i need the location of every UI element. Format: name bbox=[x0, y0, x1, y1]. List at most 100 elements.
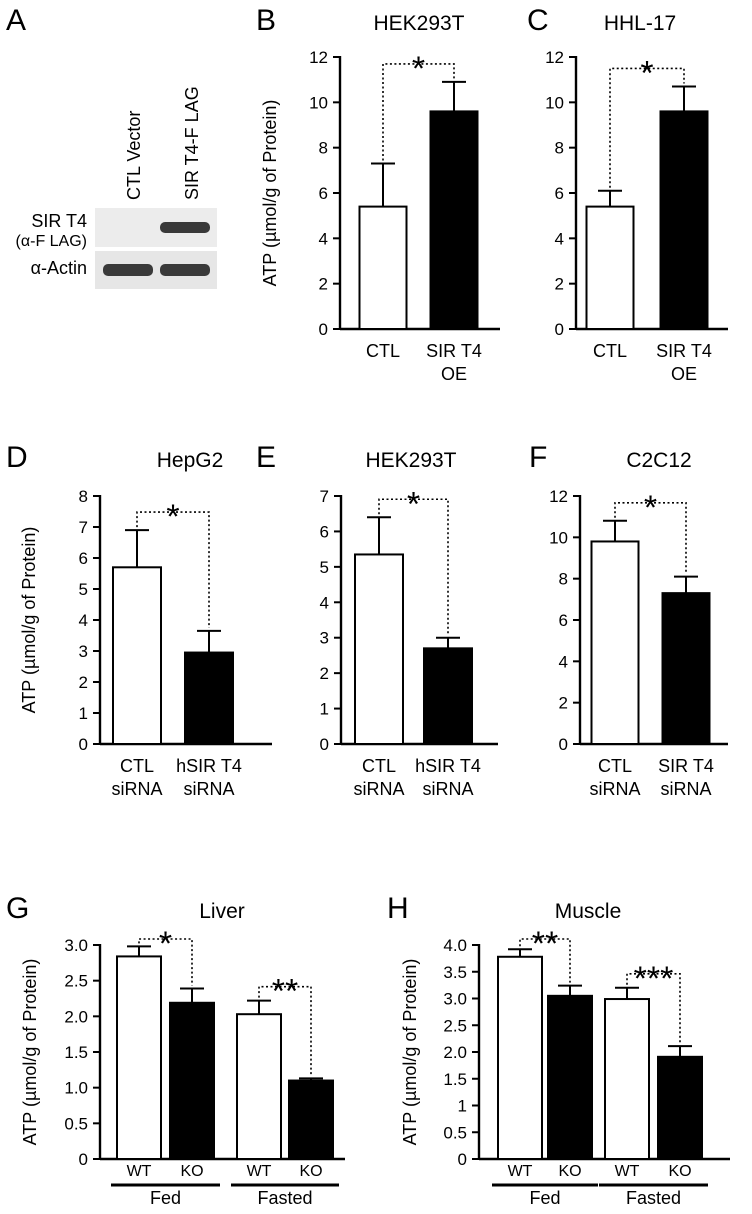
chart-title: HEK293T bbox=[373, 12, 464, 35]
x-tick-label: KO bbox=[558, 1163, 581, 1180]
blot-lane-label: CTL Vector bbox=[124, 111, 144, 200]
chart-title: Liver bbox=[199, 900, 245, 923]
x-tick-label: SIR T4 bbox=[426, 341, 482, 361]
blot-row-label: α-Actin bbox=[31, 258, 87, 278]
blot-row: α-Actin bbox=[31, 251, 217, 289]
x-tick-label: siRNA bbox=[183, 779, 234, 799]
x-tick-label: hSIR T4 bbox=[176, 756, 242, 776]
y-tick-label: 1 bbox=[320, 700, 329, 719]
panel-letter: F bbox=[529, 441, 547, 474]
significance-bracket bbox=[378, 498, 449, 635]
y-tick-label: 2 bbox=[555, 275, 564, 294]
y-tick-label: 2 bbox=[79, 673, 88, 692]
y-tick-label: 3 bbox=[79, 642, 88, 661]
y-tick-label: 0 bbox=[79, 1150, 88, 1169]
x-tick-label: WT bbox=[615, 1163, 640, 1180]
panel-letter: E bbox=[256, 441, 276, 474]
x-tick-label: siRNA bbox=[660, 779, 711, 799]
x-tick-label: CTL bbox=[598, 756, 632, 776]
panel-letter: H bbox=[387, 892, 409, 925]
y-tick-label: 2 bbox=[559, 694, 568, 713]
panel-a: A CTL Vector SIR T4-F LAG SIR T4 (α-F LA… bbox=[6, 4, 217, 289]
significance-marker: * bbox=[407, 485, 420, 523]
y-tick-label: 8 bbox=[319, 139, 328, 158]
significance-marker: * bbox=[159, 925, 172, 963]
y-tick-label: 2 bbox=[320, 664, 329, 683]
significance-bracket bbox=[609, 67, 685, 188]
y-tick-label: 10 bbox=[549, 528, 568, 547]
y-tick-label: 4 bbox=[559, 652, 568, 671]
y-tick-label: 5 bbox=[320, 558, 329, 577]
y-tick-label: 0 bbox=[555, 320, 564, 339]
bar bbox=[423, 647, 473, 745]
y-tick-label: 12 bbox=[549, 487, 568, 506]
panel-letter-a: A bbox=[6, 4, 26, 37]
x-tick-label: OE bbox=[441, 364, 467, 384]
y-axis-label: ATP (µmol/g of Protein) bbox=[19, 527, 39, 714]
x-tick-label: siRNA bbox=[422, 779, 473, 799]
blot-band bbox=[160, 222, 210, 233]
bar bbox=[657, 1055, 703, 1160]
x-tick-label: SIR T4 bbox=[658, 756, 714, 776]
y-tick-label: 1 bbox=[79, 704, 88, 723]
blot-lane-label: SIR T4-F LAG bbox=[182, 86, 202, 200]
significance-bracket bbox=[614, 501, 687, 574]
y-tick-label: 1.0 bbox=[64, 1079, 88, 1098]
bar bbox=[112, 566, 162, 745]
y-axis-label: ATP (µmol/g of Protein) bbox=[20, 959, 40, 1146]
y-tick-label: 3.0 bbox=[443, 990, 467, 1009]
blot-row: SIR T4 (α-F LAG) bbox=[16, 208, 217, 250]
significance-marker: * bbox=[412, 50, 425, 88]
bar bbox=[585, 205, 635, 331]
y-tick-label: 2.0 bbox=[443, 1043, 467, 1062]
y-tick-label: 6 bbox=[319, 184, 328, 203]
chart-title: C2C12 bbox=[626, 449, 691, 472]
y-tick-label: 2.0 bbox=[64, 1007, 88, 1026]
x-tick-label: CTL bbox=[362, 756, 396, 776]
bar bbox=[288, 1079, 334, 1160]
y-axis-label: ATP (µmol/g of Protein) bbox=[260, 100, 280, 287]
x-tick-label: WT bbox=[127, 1163, 152, 1180]
chart-b: B HEK293T ATP (µmol/g of Protein) 0 2 4 6 8 10 12… bbox=[256, 4, 500, 384]
y-tick-label: 12 bbox=[309, 48, 328, 67]
x-tick-label: OE bbox=[671, 364, 697, 384]
x-tick-label: KO bbox=[299, 1163, 322, 1180]
y-tick-label: 2.5 bbox=[64, 972, 88, 991]
y-tick-label: 3.0 bbox=[64, 936, 88, 955]
bar bbox=[236, 1013, 282, 1161]
group-label: Fasted bbox=[626, 1188, 681, 1208]
y-tick-label: 0 bbox=[559, 735, 568, 754]
y-tick-label: 2 bbox=[319, 275, 328, 294]
x-tick-label: KO bbox=[668, 1163, 691, 1180]
y-tick-label: 8 bbox=[555, 139, 564, 158]
panel-letter: C bbox=[527, 4, 549, 37]
bar bbox=[590, 540, 640, 746]
chart-f: F C2C12 0 2 4 6 8 10 12 CTL siRNA SIR T4 siRNA * bbox=[529, 441, 728, 799]
chart-c: C HHL-17 0 2 4 6 8 10 12 CTL SIR T4 OE * bbox=[527, 4, 728, 384]
x-tick-label: CTL bbox=[366, 341, 400, 361]
x-tick-label: hSIR T4 bbox=[415, 756, 481, 776]
chart-title: Muscle bbox=[555, 900, 622, 923]
y-tick-label: 0.5 bbox=[443, 1123, 467, 1142]
significance-marker: *** bbox=[634, 960, 674, 998]
y-tick-label: 1.5 bbox=[443, 1070, 467, 1089]
blot-row-label: (α-F LAG) bbox=[16, 233, 87, 250]
chart-h: H Muscle ATP (µmol/g of Protein) 0 0.5 1 1.5 2.… bbox=[387, 892, 730, 1208]
y-tick-label: 1.5 bbox=[64, 1043, 88, 1062]
x-tick-label: WT bbox=[508, 1163, 533, 1180]
significance-marker: * bbox=[640, 54, 653, 92]
y-tick-label: 0 bbox=[320, 735, 329, 754]
significance-bracket bbox=[136, 511, 210, 628]
y-tick-label: 0 bbox=[319, 320, 328, 339]
y-tick-label: 4 bbox=[320, 593, 329, 612]
y-tick-label: 1 bbox=[458, 1097, 467, 1116]
bar bbox=[169, 1001, 215, 1161]
y-tick-label: 0 bbox=[79, 735, 88, 754]
y-tick-label: 0 bbox=[458, 1150, 467, 1169]
group-label: Fed bbox=[529, 1188, 560, 1208]
group-label: Fed bbox=[150, 1188, 181, 1208]
y-tick-label: 5 bbox=[79, 580, 88, 599]
group-label: Fasted bbox=[257, 1188, 312, 1208]
y-tick-label: 7 bbox=[320, 487, 329, 506]
